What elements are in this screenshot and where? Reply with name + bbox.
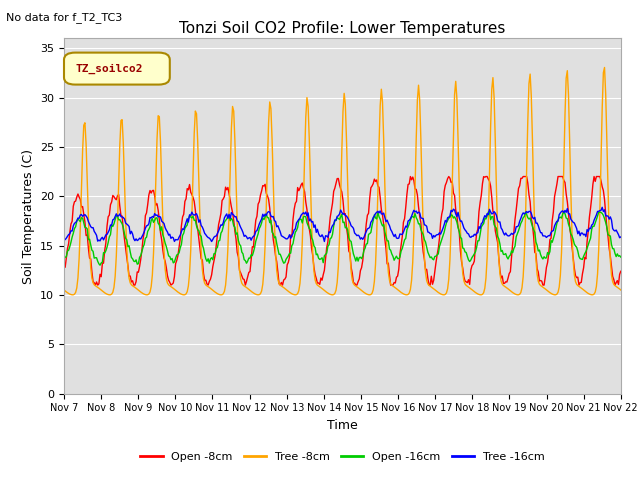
Open -8cm [568, 244, 576, 250]
Y-axis label: Soil Temperatures (C): Soil Temperatures (C) [22, 148, 35, 284]
Tree -16cm [617, 234, 625, 240]
Tree -8cm [60, 287, 68, 293]
Open -8cm [472, 241, 479, 247]
Tree -8cm [399, 291, 407, 297]
Text: No data for f_T2_TC3: No data for f_T2_TC3 [6, 12, 123, 23]
Open -16cm [60, 256, 68, 262]
Text: TZ_soilco2: TZ_soilco2 [75, 63, 143, 74]
Open -8cm [617, 268, 625, 274]
Tree -8cm [617, 287, 625, 293]
FancyBboxPatch shape [64, 53, 170, 84]
Line: Tree -8cm: Tree -8cm [64, 68, 621, 295]
Open -8cm [234, 254, 242, 260]
Tree -16cm [598, 204, 606, 210]
Open -16cm [568, 233, 576, 239]
Open -8cm [406, 174, 414, 180]
Open -8cm [399, 219, 407, 225]
Tree -8cm [470, 289, 478, 295]
Tree -8cm [601, 65, 609, 71]
Tree -16cm [296, 215, 304, 221]
Line: Open -8cm: Open -8cm [64, 177, 621, 285]
Tree -16cm [399, 229, 407, 235]
Tree -16cm [470, 231, 478, 237]
Line: Tree -16cm: Tree -16cm [64, 207, 621, 241]
Open -8cm [92, 282, 99, 288]
Tree -8cm [296, 280, 304, 286]
Open -16cm [470, 251, 478, 257]
Open -8cm [373, 177, 381, 183]
Tree -8cm [254, 292, 262, 298]
Tree -16cm [208, 239, 216, 244]
Tree -16cm [234, 218, 242, 224]
Open -8cm [296, 185, 304, 191]
Title: Tonzi Soil CO2 Profile: Lower Temperatures: Tonzi Soil CO2 Profile: Lower Temperatur… [179, 21, 506, 36]
Line: Open -16cm: Open -16cm [64, 212, 621, 265]
Open -16cm [234, 238, 242, 243]
Tree -16cm [373, 209, 381, 215]
Open -16cm [399, 241, 407, 247]
Tree -16cm [60, 237, 68, 243]
Open -16cm [96, 262, 104, 268]
Tree -8cm [234, 219, 241, 225]
Open -16cm [617, 254, 625, 260]
Open -16cm [486, 209, 493, 215]
Open -16cm [296, 216, 304, 222]
Tree -8cm [373, 232, 381, 238]
Open -16cm [373, 216, 381, 222]
Tree -16cm [567, 216, 575, 222]
Tree -8cm [567, 188, 575, 194]
X-axis label: Time: Time [327, 419, 358, 432]
Open -8cm [60, 264, 68, 270]
Legend: Open -8cm, Tree -8cm, Open -16cm, Tree -16cm: Open -8cm, Tree -8cm, Open -16cm, Tree -… [136, 447, 549, 466]
